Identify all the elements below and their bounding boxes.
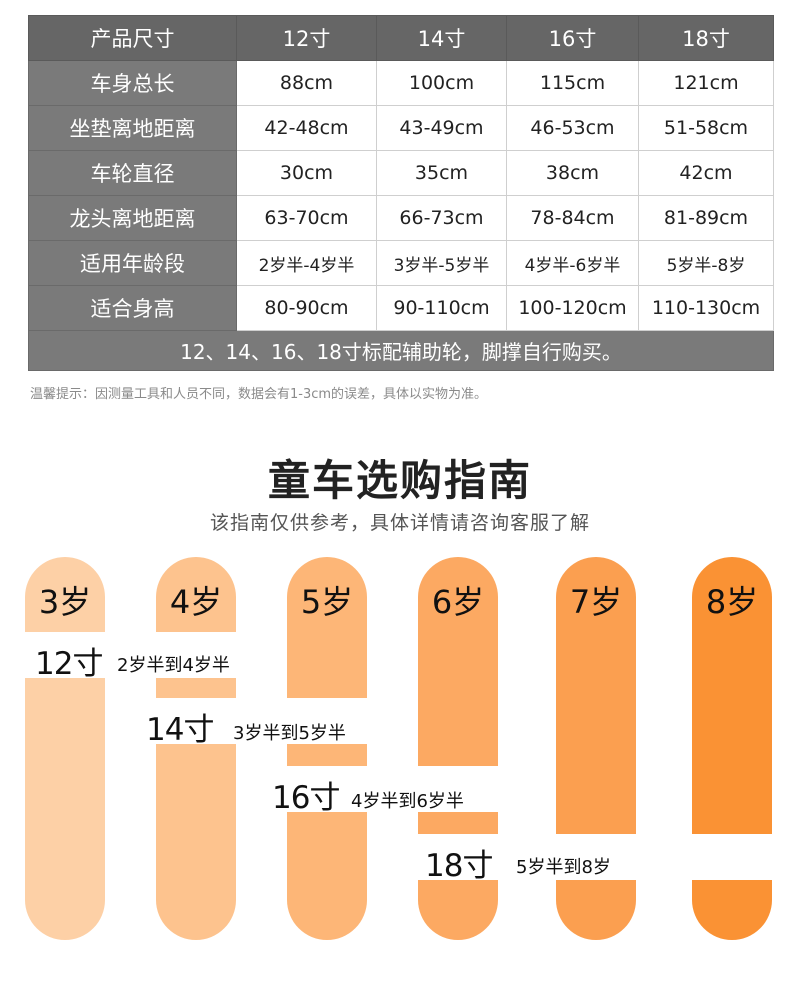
table-cell: 63-70cm (236, 195, 377, 241)
table-cell: 100-120cm (506, 285, 639, 331)
table-cell: 110-130cm (638, 285, 774, 331)
age-range-label: 5岁半到8岁 (516, 857, 611, 878)
table-row: 车身总长 88cm 100cm 115cm 121cm (28, 60, 774, 106)
age-label: 5岁 (300, 583, 354, 621)
age-label: 4岁 (169, 583, 223, 621)
row-label: 适用年龄段 (28, 240, 237, 286)
row-label: 坐垫离地距离 (28, 105, 237, 151)
size-strip-14 (156, 698, 367, 744)
table-cell: 66-73cm (376, 195, 507, 241)
header-cell: 14寸 (376, 15, 507, 61)
table-cell: 88cm (236, 60, 377, 106)
table-footer-row: 12、14、16、18寸标配辅助轮，脚撑自行购买。 (28, 330, 774, 371)
row-label: 车轮直径 (28, 150, 237, 196)
age-label: 3岁 (38, 583, 92, 621)
table-cell: 42-48cm (236, 105, 377, 151)
header-cell: 12寸 (236, 15, 377, 61)
table-row: 适合身高 80-90cm 90-110cm 100-120cm 110-130c… (28, 285, 774, 331)
measurement-tip: 温馨提示：因测量工具和人员不同，数据会有1-3cm的误差，具体以实物为准。 (30, 387, 488, 402)
size-label: 14寸 (146, 712, 214, 748)
table-cell: 38cm (506, 150, 639, 196)
table-row: 龙头离地距离 63-70cm 66-73cm 78-84cm 81-89cm (28, 195, 774, 241)
table-cell: 100cm (376, 60, 507, 106)
table-cell: 2岁半-4岁半 (236, 240, 377, 286)
size-table: 产品尺寸 12寸 14寸 16寸 18寸 车身总长 88cm 100cm 115… (28, 15, 774, 371)
table-cell: 30cm (236, 150, 377, 196)
size-strip-18 (418, 834, 772, 880)
row-label: 适合身高 (28, 285, 237, 331)
table-row: 适用年龄段 2岁半-4岁半 3岁半-5岁半 4岁半-6岁半 5岁半-8岁 (28, 240, 774, 286)
table-cell: 4岁半-6岁半 (506, 240, 639, 286)
age-range-label: 3岁半到5岁半 (233, 723, 346, 744)
age-label: 6岁 (431, 583, 485, 621)
table-cell: 78-84cm (506, 195, 639, 241)
table-cell: 81-89cm (638, 195, 774, 241)
table-row: 坐垫离地距离 42-48cm 43-49cm 46-53cm 51-58cm (28, 105, 774, 151)
table-cell: 121cm (638, 60, 774, 106)
size-strip-16 (287, 766, 499, 812)
header-cell: 产品尺寸 (28, 15, 237, 61)
age-range-label: 4岁半到6岁半 (351, 791, 464, 812)
table-cell: 90-110cm (376, 285, 507, 331)
age-bar-4 (156, 557, 236, 940)
header-cell: 16寸 (506, 15, 639, 61)
table-cell: 43-49cm (376, 105, 507, 151)
table-footer-note: 12、14、16、18寸标配辅助轮，脚撑自行购买。 (28, 330, 774, 371)
age-bar-5 (287, 557, 367, 940)
size-label: 16寸 (272, 780, 340, 816)
table-row: 车轮直径 30cm 35cm 38cm 42cm (28, 150, 774, 196)
table-cell: 5岁半-8岁 (638, 240, 774, 286)
table-cell: 46-53cm (506, 105, 639, 151)
size-label: 18寸 (425, 848, 493, 884)
row-label: 车身总长 (28, 60, 237, 106)
age-range-label: 2岁半到4岁半 (117, 655, 230, 676)
row-label: 龙头离地距离 (28, 195, 237, 241)
size-strip-12 (25, 632, 236, 678)
age-label: 8岁 (705, 583, 759, 621)
table-header-row: 产品尺寸 12寸 14寸 16寸 18寸 (28, 15, 774, 61)
table-cell: 115cm (506, 60, 639, 106)
size-label: 12寸 (35, 646, 103, 682)
age-bar-3 (25, 557, 105, 940)
age-label: 7岁 (569, 583, 623, 621)
table-cell: 42cm (638, 150, 774, 196)
header-cell: 18寸 (638, 15, 774, 61)
table-cell: 35cm (376, 150, 507, 196)
guide-title: 童车选购指南 (267, 456, 532, 505)
table-cell: 3岁半-5岁半 (376, 240, 507, 286)
table-cell: 80-90cm (236, 285, 377, 331)
table-cell: 51-58cm (638, 105, 774, 151)
guide-subtitle: 该指南仅供参考，具体详情请咨询客服了解 (209, 512, 590, 534)
